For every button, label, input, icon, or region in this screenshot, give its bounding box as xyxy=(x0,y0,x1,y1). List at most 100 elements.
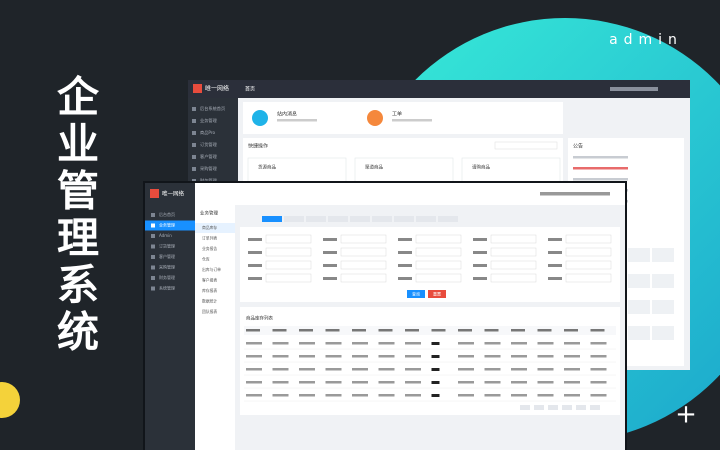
field-label xyxy=(323,277,337,280)
top-bar xyxy=(188,80,690,98)
header-cell xyxy=(484,329,499,332)
cell xyxy=(458,368,474,371)
field-input xyxy=(340,260,387,270)
menu-icon xyxy=(192,131,196,135)
cell xyxy=(378,394,395,397)
cell xyxy=(405,342,421,345)
cell xyxy=(272,355,289,358)
field-input xyxy=(490,247,537,257)
menu-item: 商品Pro xyxy=(200,129,215,136)
menu-icon xyxy=(151,234,155,238)
cell xyxy=(511,394,527,397)
cell xyxy=(352,394,368,397)
cell xyxy=(590,394,607,397)
menu-item: 后台首页 xyxy=(159,211,175,217)
field-label xyxy=(473,251,487,254)
cell xyxy=(564,381,580,384)
cell xyxy=(352,342,368,345)
cell xyxy=(564,342,580,345)
user-info xyxy=(540,192,610,196)
menu-icon xyxy=(151,255,155,259)
device-icon xyxy=(431,381,440,384)
field-label xyxy=(323,238,337,241)
cell xyxy=(272,368,289,371)
field-label xyxy=(248,238,262,241)
field-label xyxy=(248,251,262,254)
field-label xyxy=(473,264,487,267)
table-title: 商品库存列表 xyxy=(246,315,273,322)
menu-item: 订货管理 xyxy=(159,243,175,249)
menu-icon xyxy=(192,167,196,171)
partner-logo xyxy=(652,248,674,262)
cell xyxy=(246,355,262,358)
cell xyxy=(272,342,289,345)
device-icon xyxy=(431,394,440,397)
device-icon xyxy=(431,342,440,345)
menu-item: 财务管理 xyxy=(159,274,175,280)
menu-item: 业务管理 xyxy=(200,117,218,124)
cell xyxy=(511,355,527,358)
page-tab xyxy=(438,216,458,222)
cell xyxy=(590,381,607,384)
header-cell xyxy=(352,329,366,332)
search-box xyxy=(494,141,558,150)
header-cell xyxy=(590,329,605,332)
cell xyxy=(378,381,395,384)
menu-item: 财务管理 xyxy=(200,177,218,184)
partner-logo xyxy=(628,274,650,288)
cell xyxy=(590,355,607,358)
sidebar xyxy=(145,205,195,450)
pager xyxy=(562,405,572,410)
user-info xyxy=(610,87,658,91)
menu-item: 采购管理 xyxy=(200,165,218,172)
submenu-item: 数据统计 xyxy=(202,299,217,304)
menu-icon xyxy=(192,143,196,147)
partner-logo xyxy=(652,300,674,314)
cell xyxy=(325,381,342,384)
button[interactable] xyxy=(428,290,446,298)
field-label xyxy=(473,277,487,280)
field-input xyxy=(490,234,537,244)
page-tab xyxy=(306,216,326,222)
cell xyxy=(352,368,368,371)
button[interactable] xyxy=(407,290,425,298)
page-tab xyxy=(350,216,370,222)
card-title: 站内消息 xyxy=(277,111,297,118)
notice-line xyxy=(573,156,628,159)
submenu-item: 库存报表 xyxy=(202,288,217,293)
cell xyxy=(537,355,554,358)
field-label xyxy=(323,251,337,254)
cell xyxy=(564,368,580,371)
submenu-item: 仓库 xyxy=(202,257,210,262)
submenu-item: 客户报表 xyxy=(202,278,217,283)
cell xyxy=(299,368,315,371)
logo: 唯一网络 xyxy=(205,85,229,93)
button-label: 查询 xyxy=(412,291,420,297)
cards-panel xyxy=(243,102,563,134)
device-icon xyxy=(431,368,440,371)
logo-icon xyxy=(193,84,202,93)
menu-icon xyxy=(192,119,196,123)
header-cell xyxy=(537,329,552,332)
title-char: 企 xyxy=(57,73,100,122)
partner-logo xyxy=(628,300,650,314)
logo: 唯一网络 xyxy=(162,190,185,198)
pager xyxy=(548,405,558,410)
pager xyxy=(534,405,544,410)
submenu-item: 业务报告 xyxy=(202,246,217,251)
menu-icon xyxy=(151,276,155,280)
cell xyxy=(272,381,289,384)
menu-icon xyxy=(151,213,155,217)
field-input xyxy=(415,260,462,270)
cell xyxy=(590,368,607,371)
field-label xyxy=(548,251,562,254)
cell xyxy=(484,394,501,397)
page-tab xyxy=(416,216,436,222)
partner-logo xyxy=(652,326,674,340)
plus-icon: + xyxy=(675,400,697,430)
field-input xyxy=(490,260,537,270)
cell xyxy=(537,368,554,371)
title-char: 统 xyxy=(57,308,99,357)
cell xyxy=(246,342,262,345)
